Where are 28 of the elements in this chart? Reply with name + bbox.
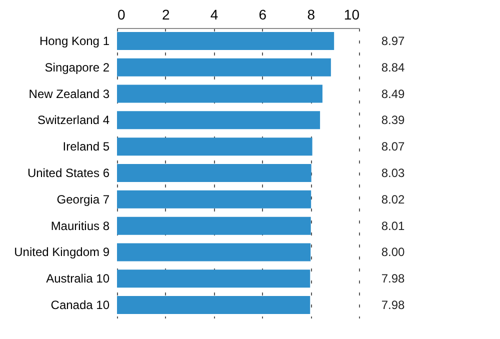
- y-tick-label: Mauritius 8: [50, 218, 110, 233]
- data-label: 8.02: [381, 192, 405, 206]
- y-tick-label: Switzerland 4: [37, 113, 110, 128]
- data-label: 8.49: [381, 86, 405, 101]
- y-tick-label: United Kingdom 9: [14, 245, 110, 260]
- data-label: 8.03: [381, 166, 405, 180]
- data-label: 8.97: [381, 34, 405, 48]
- y-tick-label: Ireland 5: [62, 140, 110, 154]
- data-label: 8.07: [381, 140, 405, 154]
- y-tick-label: New Zealand 3: [28, 86, 110, 101]
- data-label: 8.00: [381, 245, 405, 260]
- data-label: 8.84: [381, 60, 405, 74]
- data-label: 7.98: [381, 272, 405, 286]
- y-tick-label: Hong Kong 1: [39, 34, 110, 48]
- data-label: 8.39: [381, 113, 405, 128]
- data-label: 7.98: [381, 298, 405, 312]
- x-tick-label: 6: [258, 6, 267, 22]
- y-tick-label: Canada 10: [50, 298, 110, 312]
- x-tick-label: 4: [210, 6, 218, 22]
- x-tick-label: 10: [344, 6, 360, 22]
- x-tick-label: 0: [118, 6, 126, 22]
- y-tick-label: Australia 10: [46, 272, 110, 286]
- y-tick-label: Georgia 7: [56, 192, 110, 206]
- data-label: 8.01: [381, 218, 405, 233]
- y-tick-label: Singapore 2: [44, 60, 110, 74]
- x-tick-label: 2: [162, 6, 170, 22]
- x-tick-label: 8: [307, 6, 316, 22]
- y-tick-label: United States 6: [27, 166, 110, 180]
